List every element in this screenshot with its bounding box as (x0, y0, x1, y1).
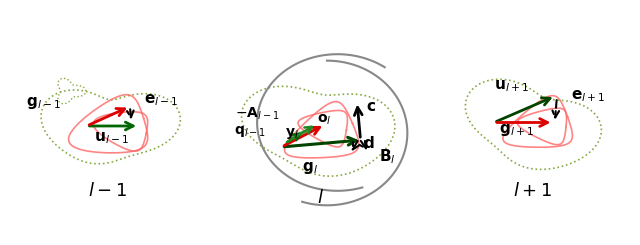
FancyArrowPatch shape (353, 141, 359, 149)
Text: $\mathbf{y}_l$: $\mathbf{y}_l$ (285, 126, 299, 141)
FancyArrowPatch shape (127, 109, 134, 117)
Text: $\mathbf{u}_{l+1}$: $\mathbf{u}_{l+1}$ (494, 78, 529, 94)
FancyArrowPatch shape (355, 107, 362, 137)
FancyArrowPatch shape (284, 137, 356, 147)
Text: $\mathbf{e}_{l-1}$: $\mathbf{e}_{l-1}$ (144, 92, 178, 108)
Text: $l+1$: $l+1$ (513, 182, 552, 200)
Text: $\mathbf{B}_l$: $\mathbf{B}_l$ (380, 147, 396, 166)
FancyArrowPatch shape (497, 98, 550, 122)
FancyArrowPatch shape (287, 134, 300, 142)
FancyArrowPatch shape (360, 141, 366, 148)
Text: $\mathbf{o}_l$: $\mathbf{o}_l$ (317, 112, 331, 127)
Text: $\mathbf{e}_{l+1}$: $\mathbf{e}_{l+1}$ (571, 88, 605, 104)
Text: $\mathbf{g}_{l+1}$: $\mathbf{g}_{l+1}$ (499, 122, 534, 138)
Text: $\mathbf{d}$: $\mathbf{d}$ (364, 135, 375, 151)
FancyArrowPatch shape (90, 122, 133, 130)
Text: $\mathbf{g}_{l-1}$: $\mathbf{g}_{l-1}$ (26, 96, 61, 111)
FancyArrowPatch shape (287, 127, 312, 142)
Text: $-\mathbf{A}_{l-1}$: $-\mathbf{A}_{l-1}$ (235, 106, 279, 122)
Text: $\mathbf{g}_l$: $\mathbf{g}_l$ (301, 160, 317, 176)
FancyArrowPatch shape (552, 100, 559, 117)
Text: $\mathbf{q}_{l-1}$: $\mathbf{q}_{l-1}$ (234, 124, 266, 139)
FancyArrowPatch shape (284, 127, 319, 146)
Polygon shape (285, 127, 317, 144)
FancyArrowPatch shape (497, 119, 547, 126)
Text: $l-1$: $l-1$ (88, 182, 127, 200)
Text: $\mathbf{c}$: $\mathbf{c}$ (366, 99, 376, 114)
FancyArrowPatch shape (89, 109, 125, 125)
Text: $l$: $l$ (317, 189, 323, 207)
Text: $\mathbf{u}_{l-1}$: $\mathbf{u}_{l-1}$ (93, 130, 129, 146)
